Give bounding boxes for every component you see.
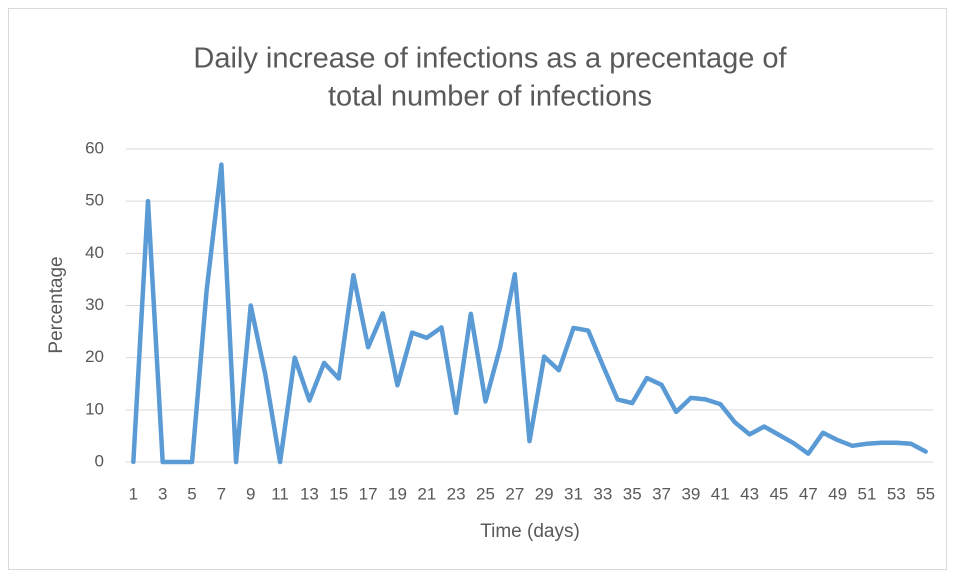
x-tick-label: 9	[246, 484, 255, 503]
x-tick-label: 25	[476, 484, 495, 503]
x-axis-label: Time (days)	[480, 521, 580, 542]
x-tick-label: 33	[593, 484, 612, 503]
y-tick-label: 20	[85, 347, 104, 366]
x-tick-label: 47	[799, 484, 818, 503]
x-tick-label: 7	[217, 484, 226, 503]
y-tick-label: 60	[85, 138, 104, 157]
x-tick-label: 29	[535, 484, 554, 503]
y-tick-label: 0	[95, 451, 104, 470]
x-tick-label: 17	[359, 484, 378, 503]
x-tick-label: 39	[681, 484, 700, 503]
x-tick-label: 35	[623, 484, 642, 503]
x-tick-label: 53	[887, 484, 906, 503]
x-tick-label: 45	[769, 484, 788, 503]
y-axis-label: Percentage	[46, 256, 67, 353]
x-tick-label: 3	[158, 484, 167, 503]
x-tick-label: 31	[564, 484, 583, 503]
x-tick-label: 13	[300, 484, 319, 503]
y-tick-label: 40	[85, 243, 104, 262]
x-tick-label: 1	[129, 484, 138, 503]
x-tick-label: 51	[858, 484, 877, 503]
x-tick-label: 19	[388, 484, 407, 503]
y-tick-label: 10	[85, 399, 104, 418]
x-tick-label: 15	[329, 484, 348, 503]
chart-border	[8, 8, 947, 570]
chart-title: total number of infections	[328, 81, 652, 113]
y-tick-label: 30	[85, 295, 104, 314]
data-line	[131, 162, 928, 465]
x-tick-label: 11	[271, 484, 289, 503]
y-tick-label: 50	[85, 191, 104, 210]
x-tick-label: 37	[652, 484, 671, 503]
x-tick-label: 5	[187, 484, 196, 503]
x-tick-label: 41	[711, 484, 730, 503]
x-tick-label: 23	[447, 484, 466, 503]
x-tick-label: 55	[916, 484, 935, 503]
x-tick-label: 43	[740, 484, 759, 503]
x-tick-label: 21	[417, 484, 436, 503]
x-tick-label: 27	[505, 484, 524, 503]
x-tick-label: 49	[828, 484, 847, 503]
chart-title: Daily increase of infections as a precen…	[193, 43, 787, 75]
